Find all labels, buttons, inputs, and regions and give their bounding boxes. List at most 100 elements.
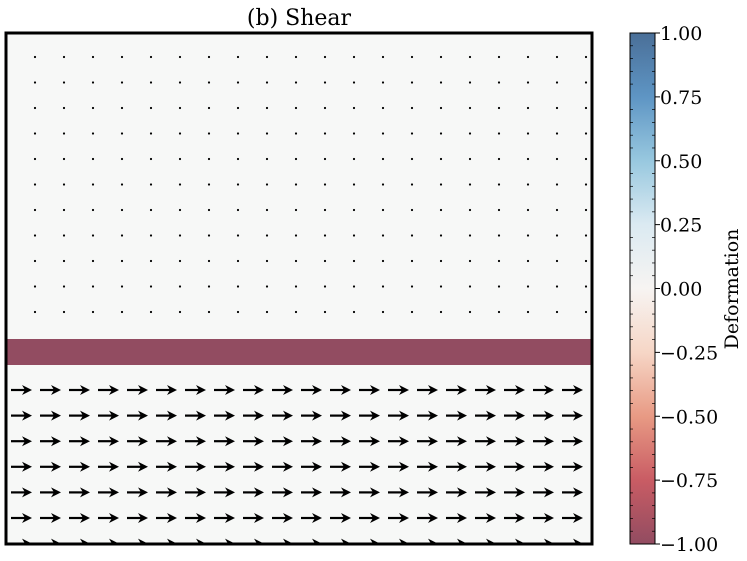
quiver-dot bbox=[62, 183, 66, 186]
quiver-dot bbox=[410, 81, 414, 84]
quiver-dot bbox=[91, 55, 95, 59]
quiver-arrow bbox=[11, 513, 32, 523]
quiver-dot bbox=[120, 81, 124, 84]
quiver-dot bbox=[33, 259, 37, 263]
quiver-dot bbox=[236, 55, 240, 59]
quiver-dot bbox=[555, 55, 559, 59]
quiver-dot bbox=[352, 106, 356, 110]
quiver-dot bbox=[410, 208, 414, 212]
quiver-dot bbox=[33, 234, 37, 237]
quiver-dot bbox=[120, 208, 124, 212]
quiver-arrow bbox=[214, 513, 235, 523]
quiver-arrow bbox=[69, 487, 90, 498]
quiver-dot bbox=[584, 259, 588, 263]
quiver-arrow bbox=[69, 385, 90, 395]
quiver-dot bbox=[236, 157, 240, 161]
plot-area bbox=[4, 31, 594, 546]
quiver-top-region bbox=[33, 55, 588, 314]
quiver-arrow bbox=[504, 461, 525, 472]
quiver-dot bbox=[91, 259, 95, 263]
quiver-dot bbox=[207, 208, 211, 212]
quiver-arrow bbox=[214, 436, 235, 447]
quiver-arrow bbox=[185, 513, 206, 523]
quiver-dot bbox=[323, 55, 327, 59]
quiver-dot bbox=[352, 132, 356, 135]
quiver-dot bbox=[555, 106, 559, 110]
quiver-dot bbox=[584, 55, 588, 59]
quiver-dot bbox=[410, 132, 414, 135]
colorbar-label: Deformation bbox=[721, 229, 743, 350]
quiver-dot bbox=[497, 285, 501, 288]
quiver-dot bbox=[584, 106, 588, 110]
quiver-dot bbox=[62, 55, 66, 59]
quiver-dot bbox=[497, 157, 501, 161]
quiver-dot bbox=[91, 81, 95, 84]
quiver-arrow bbox=[446, 385, 467, 395]
quiver-arrow bbox=[214, 410, 235, 421]
quiver-dot bbox=[323, 183, 327, 186]
quiver-dot bbox=[149, 81, 153, 84]
quiver-arrow bbox=[562, 487, 583, 498]
quiver-dot bbox=[149, 157, 153, 161]
quiver-dot bbox=[468, 310, 472, 314]
quiver-dot bbox=[526, 81, 530, 84]
quiver-dot bbox=[236, 310, 240, 314]
quiver-arrow bbox=[504, 487, 525, 498]
quiver-arrow bbox=[417, 436, 438, 447]
quiver-arrow bbox=[69, 436, 90, 447]
quiver-arrow bbox=[98, 410, 119, 421]
quiver-arrow bbox=[417, 461, 438, 472]
quiver-arrow bbox=[562, 461, 583, 472]
quiver-dot bbox=[439, 157, 443, 161]
quiver-arrow bbox=[388, 385, 409, 395]
quiver-dot bbox=[294, 285, 298, 288]
deformation-band bbox=[6, 339, 592, 365]
quiver-dot bbox=[352, 208, 356, 212]
quiver-dot bbox=[33, 132, 37, 135]
quiver-dot bbox=[62, 81, 66, 84]
quiver-dot bbox=[381, 81, 385, 84]
quiver-dot bbox=[294, 55, 298, 59]
quiver-dot bbox=[410, 234, 414, 237]
colorbar: 1.00 0.75 0.50 0.25 0.00 −0.25 −0.50 −0.75 −1.00… bbox=[629, 23, 743, 556]
quiver-dot bbox=[33, 106, 37, 110]
quiver-dot bbox=[178, 234, 182, 237]
quiver-arrow bbox=[475, 436, 496, 447]
quiver-arrow bbox=[127, 513, 148, 523]
quiver-dot bbox=[207, 157, 211, 161]
quiver-dot bbox=[468, 106, 472, 110]
quiver-dot bbox=[149, 55, 153, 59]
quiver-dot bbox=[33, 157, 37, 161]
quiver-dot bbox=[584, 81, 588, 84]
quiver-arrow bbox=[40, 385, 61, 395]
quiver-dot bbox=[352, 81, 356, 84]
quiver-dot bbox=[265, 208, 269, 212]
quiver-arrow bbox=[475, 385, 496, 395]
quiver-dot bbox=[410, 157, 414, 161]
quiver-dot bbox=[120, 183, 124, 186]
quiver-arrow bbox=[69, 461, 90, 472]
quiver-dot bbox=[410, 259, 414, 263]
quiver-dot bbox=[62, 208, 66, 212]
quiver-dot bbox=[497, 132, 501, 135]
quiver-dot bbox=[439, 81, 443, 84]
quiver-arrow bbox=[127, 461, 148, 472]
quiver-dot bbox=[149, 234, 153, 237]
quiver-arrow bbox=[359, 410, 380, 421]
quiver-arrow bbox=[388, 487, 409, 498]
colorbar-tick-label: −0.75 bbox=[660, 470, 718, 492]
quiver-dot bbox=[584, 157, 588, 161]
quiver-dot bbox=[526, 310, 530, 314]
quiver-dot bbox=[294, 132, 298, 135]
quiver-dot bbox=[207, 106, 211, 110]
quiver-arrow bbox=[40, 436, 61, 447]
quiver-arrow bbox=[156, 487, 177, 498]
quiver-arrow bbox=[243, 436, 264, 447]
quiver-dot bbox=[236, 132, 240, 135]
quiver-dot bbox=[236, 106, 240, 110]
quiver-dot bbox=[497, 183, 501, 186]
quiver-arrow bbox=[533, 461, 554, 472]
quiver-dot bbox=[352, 285, 356, 288]
quiver-dot bbox=[91, 208, 95, 212]
quiver-arrow bbox=[185, 487, 206, 498]
